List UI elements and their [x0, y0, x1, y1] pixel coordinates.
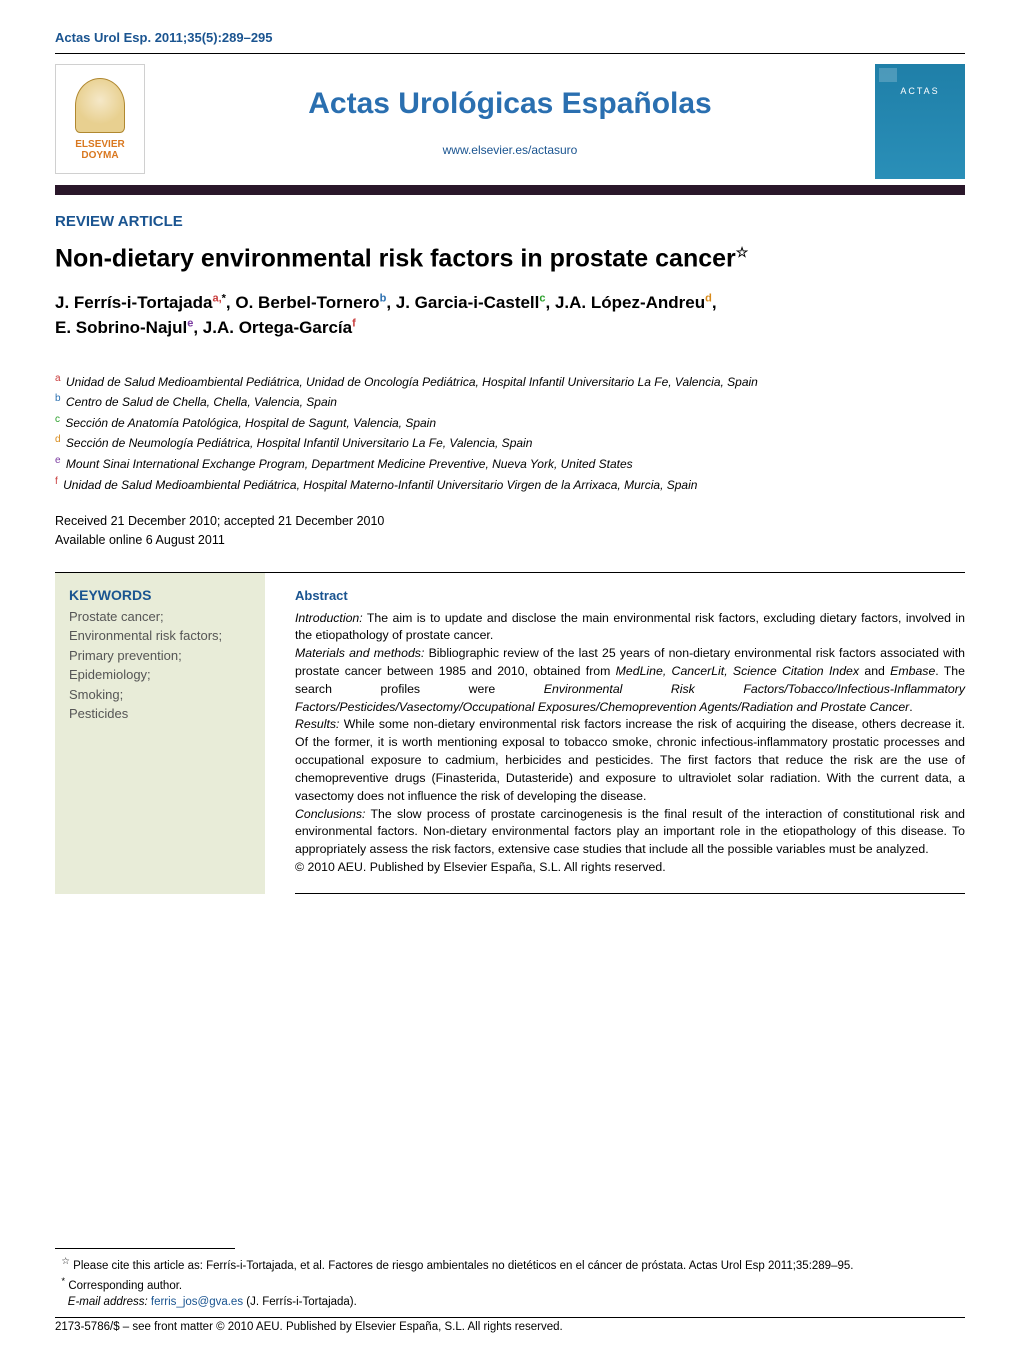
authors: J. Ferrís-i-Tortajadaa,*, O. Berbel-Torn…	[55, 291, 965, 340]
author-1: J. Ferrís-i-Tortajada	[55, 293, 212, 312]
journal-title: Actas Urológicas Españolas	[308, 87, 711, 121]
footnote-rule	[55, 1248, 235, 1249]
affiliation-c: c Sección de Anatomía Patológica, Hospit…	[55, 412, 965, 433]
cover-badge-icon	[879, 68, 897, 82]
author-1-aff: a,	[212, 293, 221, 305]
received-accepted-date: Received 21 December 2010; accepted 21 D…	[55, 512, 965, 531]
footnote-cite: ☆ Please cite this article as: Ferrís-i-…	[55, 1255, 965, 1275]
abstract-block: Abstract Introduction: The aim is to upd…	[265, 573, 965, 894]
affiliation-e: e Mount Sinai International Exchange Pro…	[55, 453, 965, 474]
abstract-results: Results: While some non-dietary environm…	[295, 716, 965, 805]
author-6: , J.A. Ortega-García	[193, 318, 352, 337]
journal-cover-thumbnail: ACTAS	[875, 64, 965, 179]
abstract-conclusions: Conclusions: The slow process of prostat…	[295, 806, 965, 859]
keywords-heading: KEYWORDS	[69, 587, 251, 603]
article-title: Non-dietary environmental risk factors i…	[55, 244, 965, 273]
affiliation-a: a Unidad de Salud Medioambiental Pediátr…	[55, 371, 965, 392]
affiliation-b: b Centro de Salud de Chella, Chella, Val…	[55, 391, 965, 412]
article-type: REVIEW ARTICLE	[55, 213, 965, 230]
elsevier-tree-icon	[75, 78, 125, 133]
affiliation-f: f Unidad de Salud Medioambiental Pediátr…	[55, 474, 965, 495]
keywords-box: KEYWORDS Prostate cancer; Environmental …	[55, 573, 265, 894]
publisher-logo: ELSEVIER DOYMA	[55, 64, 145, 174]
affiliation-d: d Sección de Neumología Pediátrica, Hosp…	[55, 432, 965, 453]
header-banner: ELSEVIER DOYMA Actas Urológicas Española…	[55, 64, 965, 179]
article-dates: Received 21 December 2010; accepted 21 D…	[55, 512, 965, 550]
abstract-methods: Materials and methods: Bibliographic rev…	[295, 645, 965, 716]
publisher-name: ELSEVIER DOYMA	[75, 139, 124, 161]
abstract-heading: Abstract	[295, 587, 965, 606]
footnote-corresponding: * Corresponding author.	[55, 1275, 965, 1295]
author-5: E. Sobrino-Najul	[55, 318, 187, 337]
author-4: , J.A. López-Andreu	[546, 293, 706, 312]
email-link[interactable]: ferris_jos@gva.es	[151, 1296, 243, 1308]
thick-separator	[55, 185, 965, 195]
online-date: Available online 6 August 2011	[55, 531, 965, 550]
authors-comma: ,	[712, 293, 717, 312]
abstract-bottom-rule	[295, 893, 965, 894]
cover-title: ACTAS	[879, 86, 961, 96]
keywords-list: Prostate cancer; Environmental risk fact…	[69, 607, 251, 724]
abstract-copyright: © 2010 AEU. Published by Elsevier España…	[295, 859, 965, 877]
citation-header: Actas Urol Esp. 2011;35(5):289–295	[55, 30, 965, 45]
affiliations: a Unidad de Salud Medioambiental Pediátr…	[55, 371, 965, 495]
title-footnote-marker: ☆	[736, 244, 749, 260]
keywords-abstract-row: KEYWORDS Prostate cancer; Environmental …	[55, 572, 965, 894]
author-4-aff: d	[705, 293, 712, 305]
footnotes: ☆ Please cite this article as: Ferrís-i-…	[55, 1248, 965, 1311]
abstract-intro: Introduction: The aim is to update and d…	[295, 610, 965, 646]
journal-url[interactable]: www.elsevier.es/actasuro	[443, 143, 578, 157]
author-3: , J. Garcia-i-Castell	[386, 293, 539, 312]
author-2: , O. Berbel-Tornero	[226, 293, 380, 312]
copyright-line: 2173-5786/$ – see front matter © 2010 AE…	[55, 1317, 965, 1333]
top-rule	[55, 53, 965, 54]
article-title-text: Non-dietary environmental risk factors i…	[55, 244, 736, 272]
author-6-aff: f	[352, 317, 356, 329]
journal-title-block: Actas Urológicas Españolas www.elsevier.…	[165, 64, 855, 179]
footnote-email: E-mail address: ferris_jos@gva.es (J. Fe…	[55, 1294, 965, 1311]
